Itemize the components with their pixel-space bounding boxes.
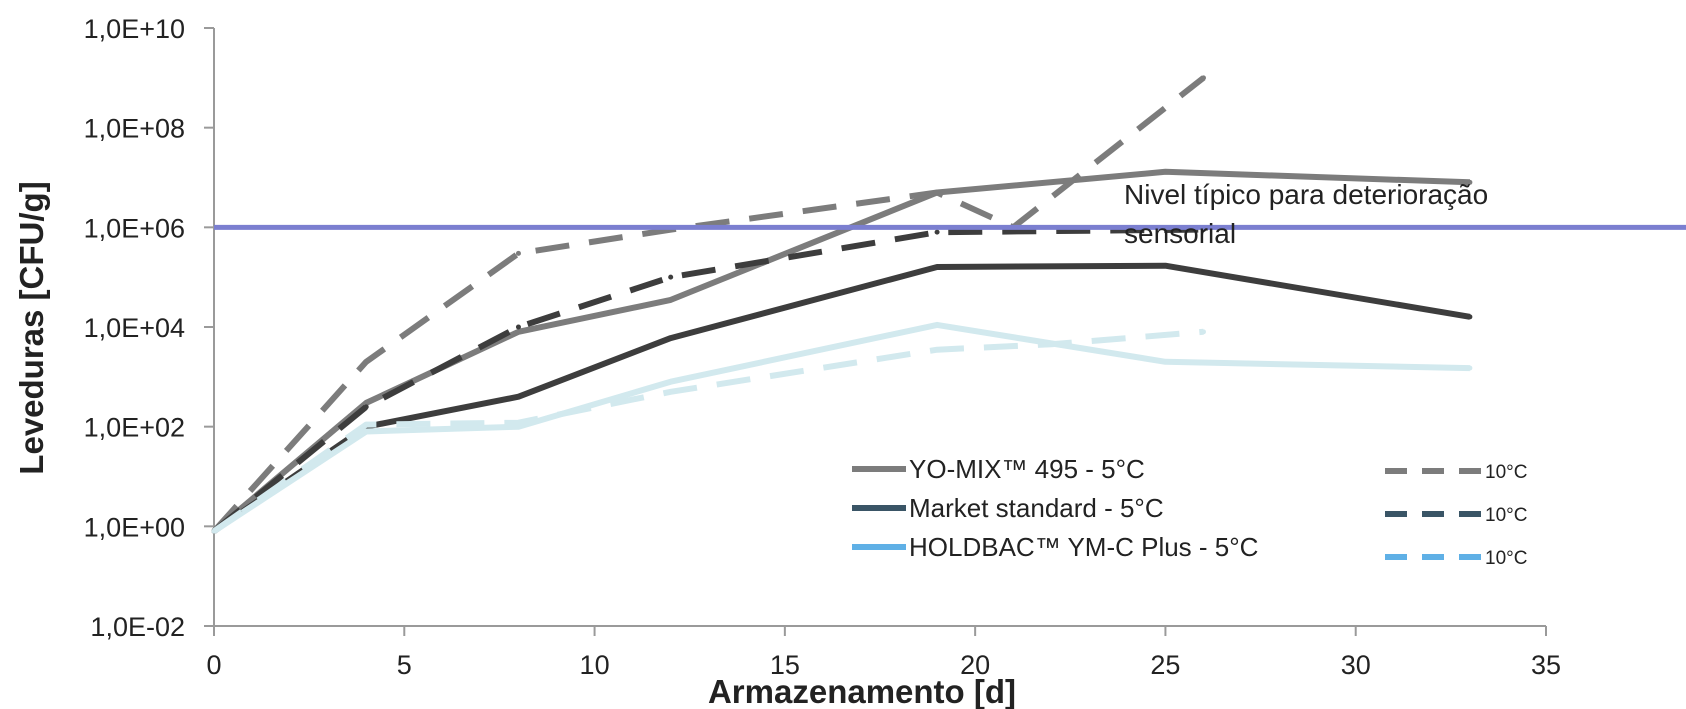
data-point	[515, 324, 521, 330]
data-point	[1162, 359, 1168, 365]
y-tick-label: 1,0E+08	[84, 114, 185, 144]
data-point	[515, 329, 521, 335]
x-tick-label: 15	[770, 650, 800, 680]
data-point	[934, 264, 940, 270]
data-point	[515, 250, 521, 256]
x-tick-label: 5	[397, 650, 412, 680]
reference-line-group: Nivel típico para deterioração sensorial	[214, 179, 1686, 249]
data-point	[668, 379, 674, 385]
x-tick-label: 25	[1150, 650, 1180, 680]
data-point	[934, 229, 940, 235]
legend-label: 10°C	[1485, 505, 1527, 526]
y-tick-label: 1,0E+02	[84, 413, 185, 443]
reference-line-label: Nivel típico para deterioração	[1124, 179, 1488, 210]
data-point	[515, 420, 521, 426]
x-axis-title: Armazenamento [d]	[708, 673, 1016, 709]
data-point	[363, 428, 369, 434]
axes	[204, 27, 1547, 636]
data-point	[363, 400, 369, 406]
data-point	[1467, 179, 1473, 185]
y-tick-label: 1,0E+00	[84, 512, 185, 542]
data-point	[1467, 365, 1473, 371]
y-axis-title: Leveduras [CFU/g]	[13, 181, 50, 474]
data-point	[1467, 314, 1473, 320]
y-tick-label: 1,0E-02	[90, 612, 185, 642]
data-point	[1200, 75, 1206, 81]
reference-line-label: sensorial	[1124, 218, 1236, 249]
data-point	[1048, 341, 1054, 347]
data-point	[668, 389, 674, 395]
series-lines	[211, 75, 1473, 534]
series-line-2	[212, 262, 1471, 534]
x-tick-label: 0	[206, 650, 221, 680]
legend: YO-MIX™ 495 - 5°C Market standard - 5°C HO…	[852, 454, 1527, 569]
legend-label: 10°C	[1485, 548, 1527, 569]
data-point	[1162, 263, 1168, 269]
data-point	[934, 190, 940, 196]
legend-label: 10°C	[1485, 462, 1527, 483]
data-point	[515, 394, 521, 400]
series-line-5	[212, 226, 1204, 534]
data-point	[668, 274, 674, 280]
data-point	[363, 359, 369, 365]
data-point	[1162, 169, 1168, 175]
y-tick-label: 1,0E+10	[84, 14, 185, 44]
data-point	[934, 347, 940, 353]
data-point	[211, 528, 217, 534]
x-tick-label: 10	[580, 650, 610, 680]
series-line-3	[212, 321, 1470, 534]
x-tick-label: 20	[960, 650, 990, 680]
data-point	[363, 404, 369, 410]
legend-label: YO-MIX™ 495 - 5°C	[909, 454, 1145, 484]
legend-label: Market standard - 5°C	[909, 493, 1164, 523]
x-tick-label: 30	[1341, 650, 1371, 680]
data-point	[668, 335, 674, 341]
data-point	[1200, 329, 1206, 335]
data-point	[668, 297, 674, 303]
y-tick-label: 1,0E+04	[84, 313, 185, 343]
tick-labels: 1,0E-02 1,0E+00 1,0E+02 1,0E+04 1,0E+06 1,0E+…	[84, 14, 1561, 680]
y-tick-label: 1,0E+06	[84, 213, 185, 243]
data-point	[363, 422, 369, 428]
data-point	[934, 322, 940, 328]
x-tick-label: 35	[1531, 650, 1561, 680]
legend-label: HOLDBAC™ YM-C Plus - 5°C	[909, 532, 1258, 562]
